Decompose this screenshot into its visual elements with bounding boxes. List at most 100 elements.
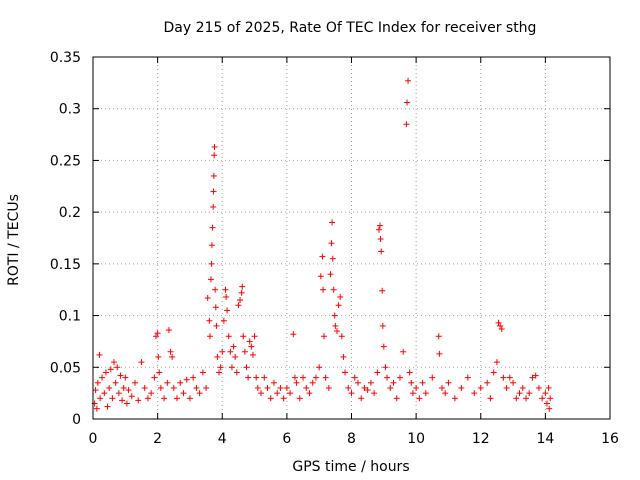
data-point [436, 350, 443, 357]
data-point [190, 374, 197, 381]
data-point [167, 348, 174, 355]
data-point [408, 379, 415, 386]
data-point [338, 333, 345, 340]
data-point [490, 369, 497, 376]
data-point [354, 379, 361, 386]
y-tick-label: 0.25 [50, 153, 81, 169]
data-point [409, 390, 416, 397]
data-point [120, 384, 127, 391]
data-point [422, 390, 429, 397]
data-point [203, 384, 210, 391]
data-point [317, 273, 324, 280]
data-point [309, 379, 316, 386]
data-point [400, 348, 407, 355]
data-point [208, 260, 215, 267]
data-point [123, 400, 130, 407]
data-point [102, 369, 109, 376]
data-point [249, 351, 256, 358]
grid-lines [93, 57, 610, 419]
data-point [156, 369, 163, 376]
data-point [138, 359, 145, 366]
tick-labels: 0 2 4 6 8 10 12 14 16 0 0.05 0.1 0.15 0.2 0.25 0.3 0.35 [50, 50, 619, 447]
data-point [547, 395, 554, 402]
data-point [151, 374, 158, 381]
data-point [230, 343, 237, 350]
y-tick-label: 0 [72, 412, 81, 428]
data-point [438, 384, 445, 391]
data-point [442, 390, 449, 397]
data-point [232, 353, 239, 360]
data-point [329, 255, 336, 262]
y-tick-label: 0.3 [59, 102, 81, 118]
data-point [325, 384, 332, 391]
data-point [99, 374, 106, 381]
data-point [532, 372, 539, 379]
x-tick-label: 0 [89, 431, 98, 447]
data-point [377, 236, 384, 243]
data-point [519, 384, 526, 391]
y-tick-label: 0.35 [50, 50, 81, 66]
data-point [393, 395, 400, 402]
data-point [283, 384, 290, 391]
data-point [416, 395, 423, 402]
y-tick-label: 0.15 [50, 257, 81, 273]
data-point [300, 374, 307, 381]
data-point [376, 222, 383, 229]
chart-title: Day 215 of 2025, Rate Of TEC Index for r… [164, 20, 537, 36]
data-point [382, 364, 389, 371]
data-point [183, 376, 190, 383]
data-point [212, 286, 219, 293]
data-point [228, 364, 235, 371]
data-point [328, 240, 335, 247]
data-point [169, 353, 176, 360]
data-point [371, 390, 378, 397]
data-point [93, 405, 100, 412]
data-points [91, 77, 554, 412]
data-point [196, 390, 203, 397]
data-point [164, 379, 171, 386]
x-axis-label: GPS time / hours [292, 459, 409, 475]
data-point [222, 286, 229, 293]
data-point [280, 395, 287, 402]
data-point [535, 384, 542, 391]
data-point [516, 390, 523, 397]
data-point [223, 293, 230, 300]
data-point [217, 364, 224, 371]
data-point [210, 172, 217, 179]
data-point [128, 393, 135, 400]
data-point [378, 248, 385, 255]
data-point [211, 143, 218, 150]
data-point [94, 379, 101, 386]
x-tick-label: 16 [601, 431, 619, 447]
y-tick-label: 0.2 [59, 205, 81, 221]
data-point [464, 374, 471, 381]
data-point [96, 351, 103, 358]
data-point [445, 379, 452, 386]
data-point [141, 384, 148, 391]
axis-ticks [92, 56, 611, 420]
data-point [253, 374, 260, 381]
data-point [216, 369, 223, 376]
data-point [367, 379, 374, 386]
data-point [238, 289, 245, 296]
data-point [296, 395, 303, 402]
data-point [384, 374, 391, 381]
data-point [487, 395, 494, 402]
data-point [303, 384, 310, 391]
data-point [274, 390, 281, 397]
data-point [209, 224, 216, 231]
data-point [170, 384, 177, 391]
data-point [264, 384, 271, 391]
data-point [404, 99, 411, 106]
data-point [237, 297, 244, 304]
data-point [320, 286, 327, 293]
data-point [471, 390, 478, 397]
data-point [493, 359, 500, 366]
data-point [345, 384, 352, 391]
data-point [109, 395, 116, 402]
data-point [340, 353, 347, 360]
x-tick-label: 4 [218, 431, 227, 447]
data-point [125, 387, 132, 394]
data-point [144, 395, 151, 402]
data-point [211, 152, 218, 159]
